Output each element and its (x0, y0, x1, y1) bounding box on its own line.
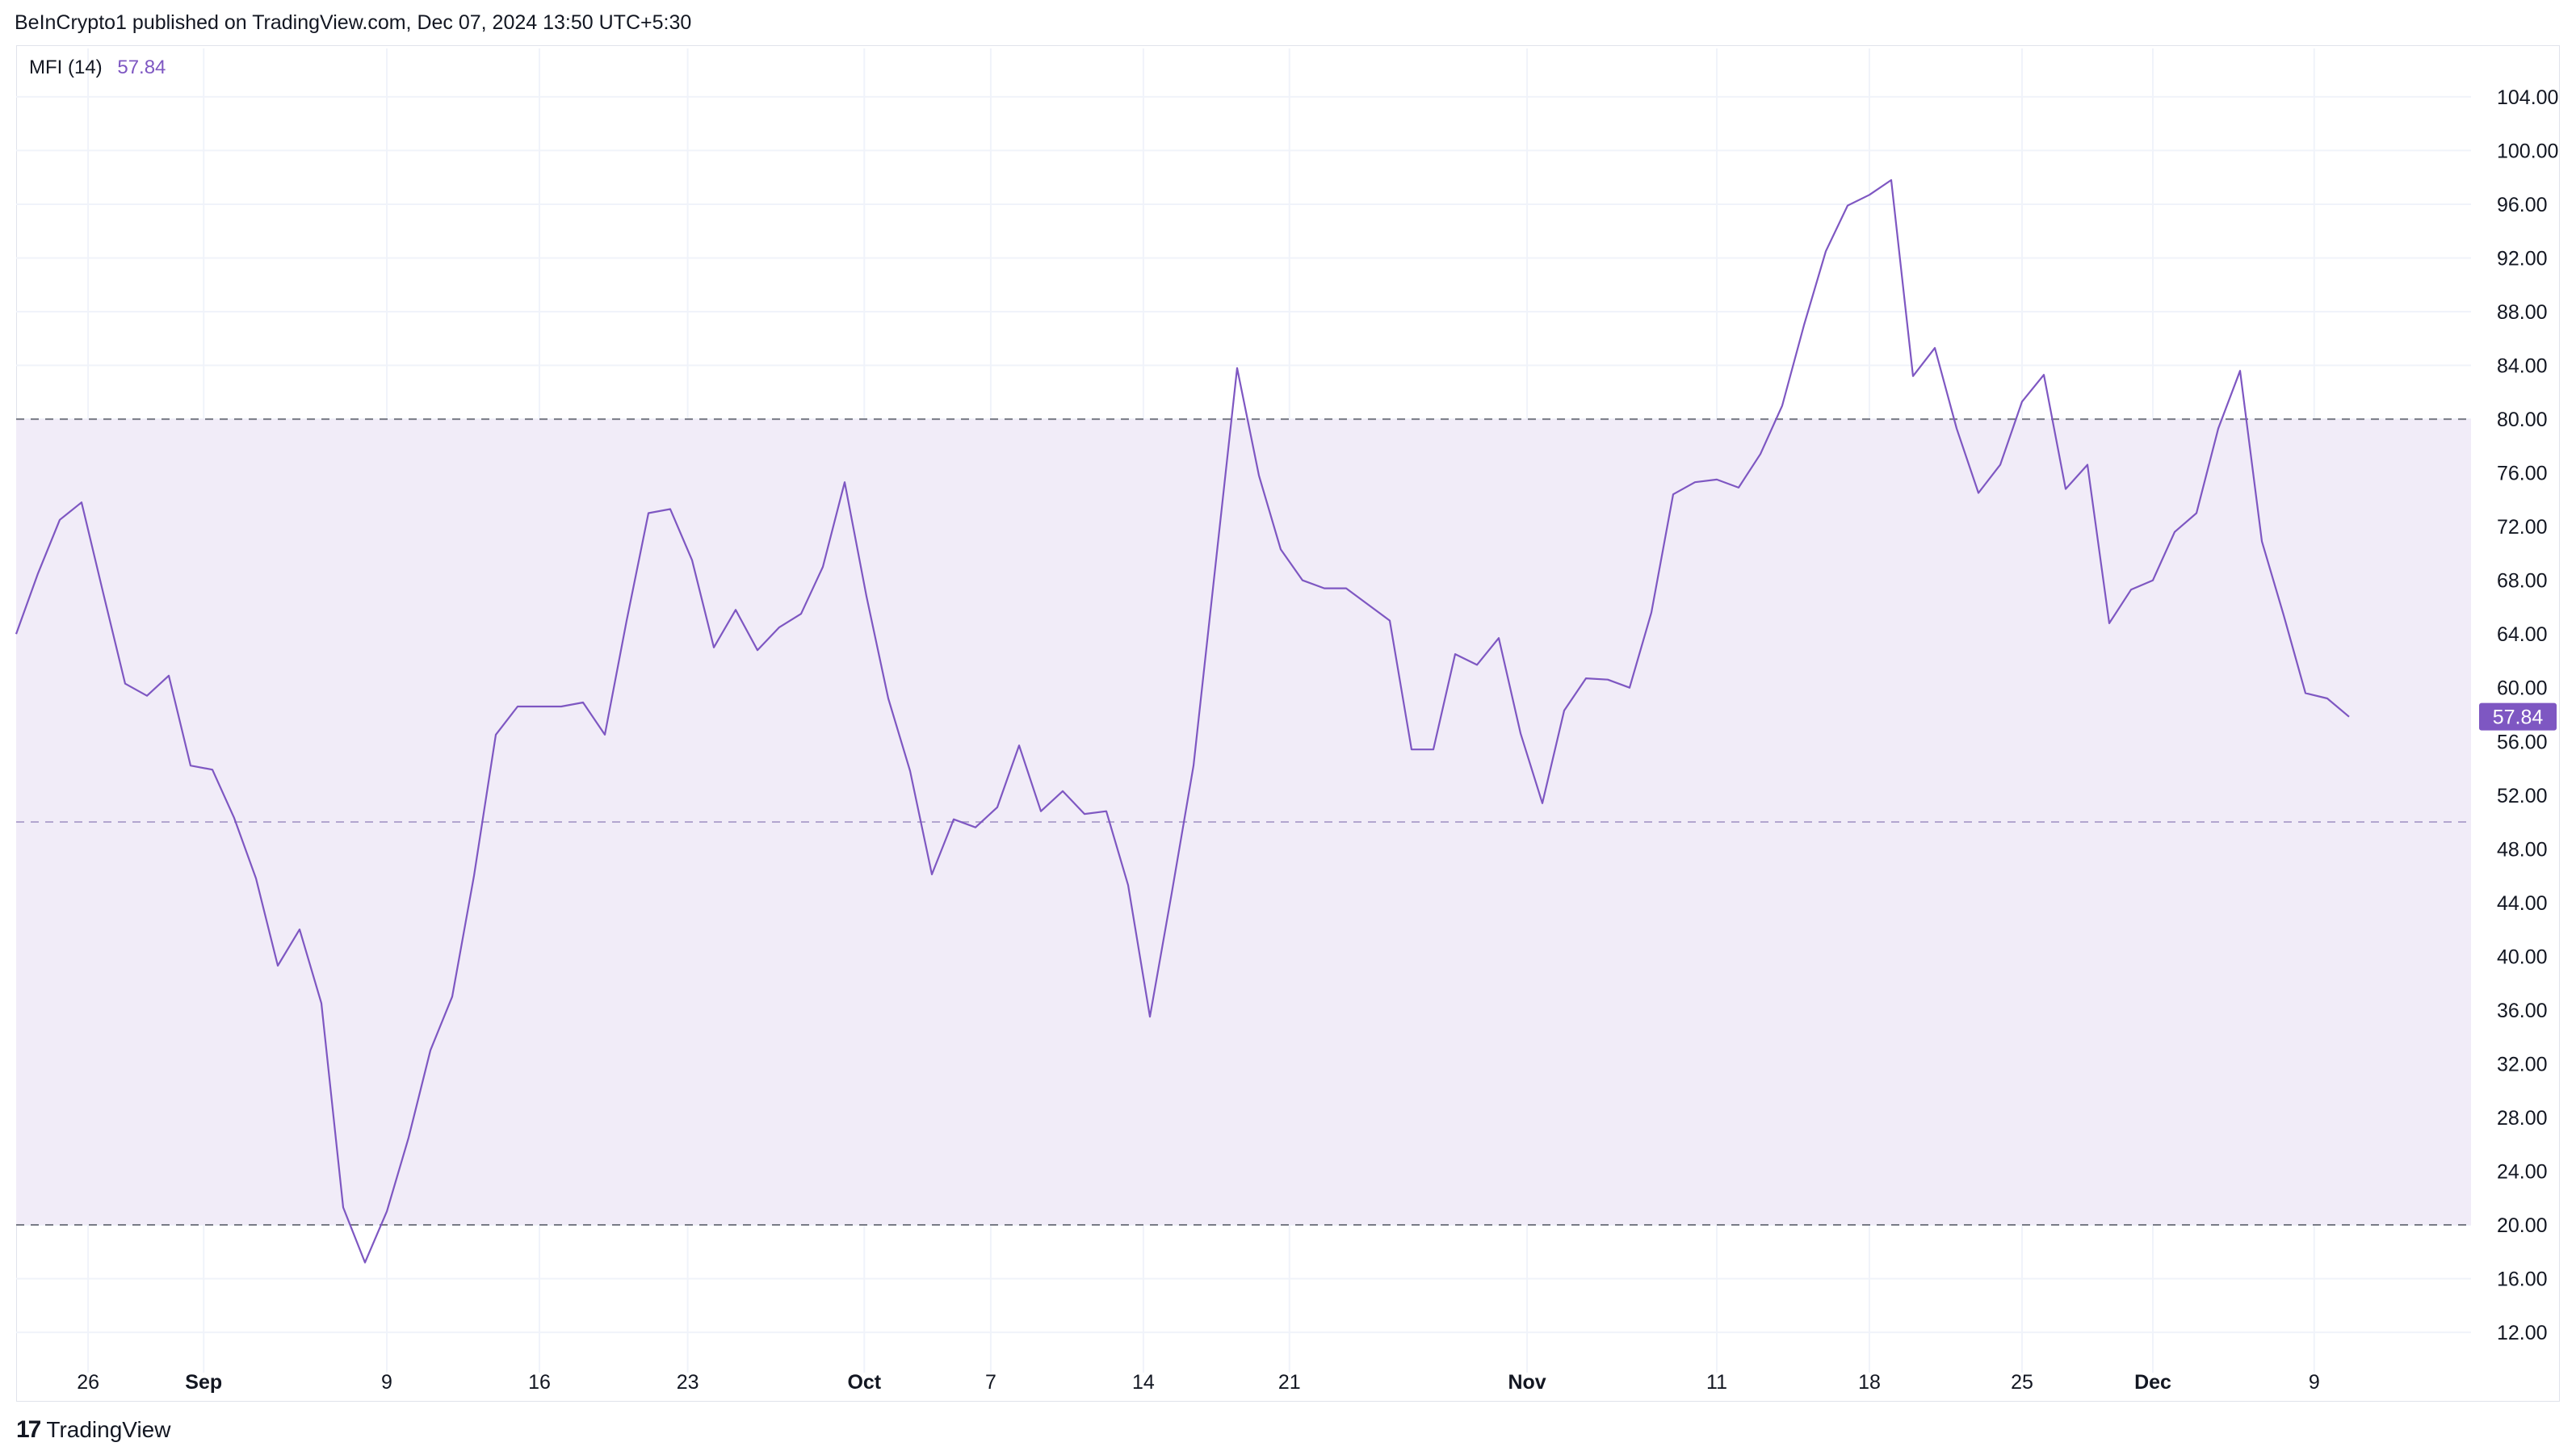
indicator-legend[interactable]: MFI (14) 57.84 (29, 57, 166, 79)
y-tick-label: 104.00 (2497, 86, 2558, 109)
last-value-label: 57.84 (2493, 707, 2544, 729)
mfi-series-line (15, 178, 2350, 1264)
y-tick-label: 88.00 (2497, 301, 2548, 324)
y-tick-label: 44.00 (2497, 892, 2548, 915)
y-tick-label: 84.00 (2497, 355, 2548, 378)
y-tick-label: 100.00 (2497, 140, 2558, 162)
x-tick-label: 7 (985, 1371, 996, 1394)
legend-value: 57.84 (117, 57, 166, 78)
y-tick-label: 72.00 (2497, 516, 2548, 539)
last-value-badge (2479, 702, 2557, 731)
y-tick-label: 80.00 (2497, 409, 2548, 431)
y-tick-label: 76.00 (2497, 463, 2548, 485)
y-tick-label: 32.00 (2497, 1053, 2548, 1076)
x-tick-label: 23 (677, 1371, 699, 1394)
y-tick-label: 16.00 (2497, 1268, 2548, 1291)
y-tick-label: 60.00 (2497, 677, 2548, 700)
x-axis: 26 Sep 9 16 23 Oct 7 14 21 Nov 11 18 25 Dec 9 (77, 1371, 2320, 1394)
publisher-caption: BeInCrypto1 published on TradingView.com… (15, 11, 692, 34)
brand-name: TradingView (46, 1417, 171, 1442)
legend-name: MFI (14) (29, 57, 103, 78)
y-axis: 12.00 16.00 20.00 24.00 28.00 32.00 36.00 40.00… (2497, 86, 2558, 1344)
y-tick-label: 68.00 (2497, 570, 2548, 593)
x-tick-label: 18 (1858, 1371, 1881, 1394)
x-tick-label: Nov (1508, 1371, 1546, 1394)
y-tick-label: 92.00 (2497, 247, 2548, 270)
last-value-marker: 57.84 (2479, 702, 2557, 731)
y-tick-label: 56.00 (2497, 731, 2548, 753)
y-tick-label: 28.00 (2497, 1107, 2548, 1130)
y-tick-label: 12.00 (2497, 1322, 2548, 1344)
band-lines (16, 418, 2471, 1226)
x-tick-label: 25 (2011, 1371, 2033, 1394)
y-tick-label: 24.00 (2497, 1161, 2548, 1184)
x-tick-label: Dec (2134, 1371, 2171, 1394)
x-tick-label: 9 (2309, 1371, 2320, 1394)
x-tick-label: 16 (528, 1371, 551, 1394)
y-tick-label: 48.00 (2497, 838, 2548, 861)
x-tick-label: 11 (1706, 1371, 1727, 1394)
x-tick-label: Oct (847, 1371, 881, 1394)
y-tick-label: 40.00 (2497, 946, 2548, 968)
x-tick-label: 9 (381, 1371, 392, 1394)
footer-branding[interactable]: 17 TradingView (16, 1416, 170, 1444)
y-tick-label: 96.00 (2497, 194, 2548, 216)
y-tick-label: 52.00 (2497, 785, 2548, 807)
y-tick-label: 20.00 (2497, 1214, 2548, 1237)
x-tick-label: 21 (1278, 1371, 1301, 1394)
tradingview-logo-icon: 17 (16, 1416, 41, 1443)
y-tick-label: 64.00 (2497, 623, 2548, 646)
x-tick-label: 26 (77, 1371, 99, 1394)
x-tick-label: 14 (1132, 1371, 1155, 1394)
y-tick-label: 36.00 (2497, 1000, 2548, 1022)
x-tick-label: Sep (185, 1371, 222, 1394)
